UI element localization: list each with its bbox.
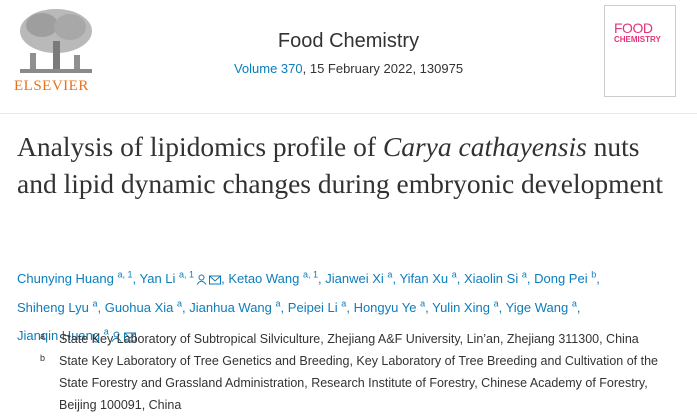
divider	[0, 113, 697, 114]
author-affiliation-ref: a	[92, 298, 98, 309]
publisher-logo	[12, 5, 100, 79]
affiliation-text: State Key Laboratory of Tree Genetics an…	[59, 354, 658, 412]
author-affiliation-ref: a	[521, 270, 527, 280]
author-name[interactable]: Chunying Huang	[17, 271, 114, 287]
author-affiliation-ref: b	[591, 270, 597, 280]
issue-info: , 15 February 2022, 130975	[302, 61, 464, 76]
author-separator: ,	[318, 271, 322, 287]
author-affiliation-ref: a	[103, 326, 109, 337]
title-italic: Carya cathayensis	[382, 131, 587, 162]
journal-title[interactable]: Food Chemistry	[277, 30, 420, 52]
author: Yige Wang a,	[505, 298, 581, 315]
author-separator: ,	[526, 271, 531, 287]
volume-link[interactable]: Volume 370	[233, 61, 303, 76]
author-separator: ,	[425, 299, 429, 315]
author-name[interactable]: Yige Wang	[505, 299, 569, 315]
author: Jianwei Xi a,	[325, 270, 397, 287]
author-name[interactable]: Yulin Xing	[432, 299, 490, 315]
author: Jianqin Huang a	[17, 326, 136, 343]
affiliation-label: b	[40, 353, 46, 363]
author-separator: ,	[498, 299, 503, 315]
author-separator: ,	[576, 299, 581, 315]
author: Yifan Xu a,	[399, 270, 461, 287]
email-icon[interactable]	[209, 275, 222, 285]
cover-title: CHEMISTRY	[614, 35, 661, 44]
author-affiliation-ref: a, 1	[179, 270, 195, 280]
author-name[interactable]: Dong Pei	[534, 271, 588, 287]
author: Hongyu Ye a,	[353, 298, 429, 315]
author-name[interactable]: Guohua Xia	[104, 299, 174, 315]
author-separator: ,	[132, 271, 137, 287]
author: Shiheng Lyu a,	[17, 298, 102, 315]
author: Yan Li a, 1,	[139, 270, 225, 287]
author-separator: ,	[221, 271, 225, 287]
email-icon[interactable]	[123, 332, 136, 342]
author-separator: ,	[280, 299, 285, 315]
author: Jianhua Wang a,	[189, 298, 285, 315]
author-affiliation-ref: a	[275, 298, 281, 309]
title-text: nuts and lipid dynamic changes during em…	[17, 131, 664, 199]
author: Guohua Xia a,	[104, 298, 186, 315]
author: Dong Pei b,	[534, 270, 600, 287]
author-separator: ,	[456, 271, 461, 287]
author: Xiaolin Si a,	[464, 270, 531, 287]
author-name[interactable]: Jianhua Wang	[189, 299, 272, 315]
person-icon[interactable]	[111, 331, 122, 342]
author-affiliation-ref: a	[571, 298, 577, 309]
affiliation-text: State Key Laboratory of Subtropical Silv…	[59, 332, 639, 346]
author: Ketao Wang a, 1,	[228, 270, 322, 287]
author-separator: ,	[392, 271, 397, 287]
author-name[interactable]: Yifan Xu	[399, 271, 449, 287]
author-affiliation-ref: a, 1	[117, 270, 133, 280]
author-name[interactable]: Jianwei Xi	[325, 271, 384, 287]
person-icon[interactable]	[196, 274, 207, 286]
author-affiliation-ref: a	[177, 298, 183, 309]
author-affiliation-ref: a	[451, 270, 457, 280]
journal-cover[interactable]: FOOD CHEMISTRY	[604, 5, 676, 97]
author-affiliation-ref: a	[387, 270, 393, 280]
author-name[interactable]: Ketao Wang	[228, 271, 300, 287]
author-name[interactable]: Peipei Li	[287, 299, 338, 315]
author: Chunying Huang a, 1,	[17, 270, 137, 287]
affiliation-label: a	[40, 331, 46, 341]
publisher-name: ELSEVIER	[14, 78, 89, 94]
author-affiliation-ref: a, 1	[303, 270, 319, 280]
author-separator: ,	[346, 299, 350, 315]
author-name[interactable]: Jianqin Huang	[17, 327, 101, 343]
title-text: Analysis of lipidomics profile of	[17, 131, 383, 162]
author-list: Chunying Huang a, 1, Yan Li a, 1, Ketao …	[17, 263, 682, 348]
cover-title: FOOD	[614, 20, 653, 36]
author: Peipei Li a,	[287, 298, 350, 315]
author-name[interactable]: Yan Li	[139, 271, 176, 287]
author-name[interactable]: Shiheng Lyu	[17, 299, 89, 315]
author-name[interactable]: Hongyu Ye	[353, 299, 417, 315]
author-name[interactable]: Xiaolin Si	[464, 271, 519, 287]
article-title: Analysis of lipidomics profile of Carya …	[17, 128, 667, 202]
volume-line: Volume 370, 15 February 2022, 130975	[0, 61, 697, 76]
author-affiliation-ref: a	[493, 298, 499, 309]
author-separator: ,	[97, 299, 102, 315]
author-affiliation-ref: a	[420, 298, 426, 309]
author-separator: ,	[596, 271, 600, 287]
author: Yulin Xing a,	[432, 298, 503, 315]
author-separator: ,	[182, 299, 186, 315]
author-affiliation-ref: a	[341, 298, 347, 309]
